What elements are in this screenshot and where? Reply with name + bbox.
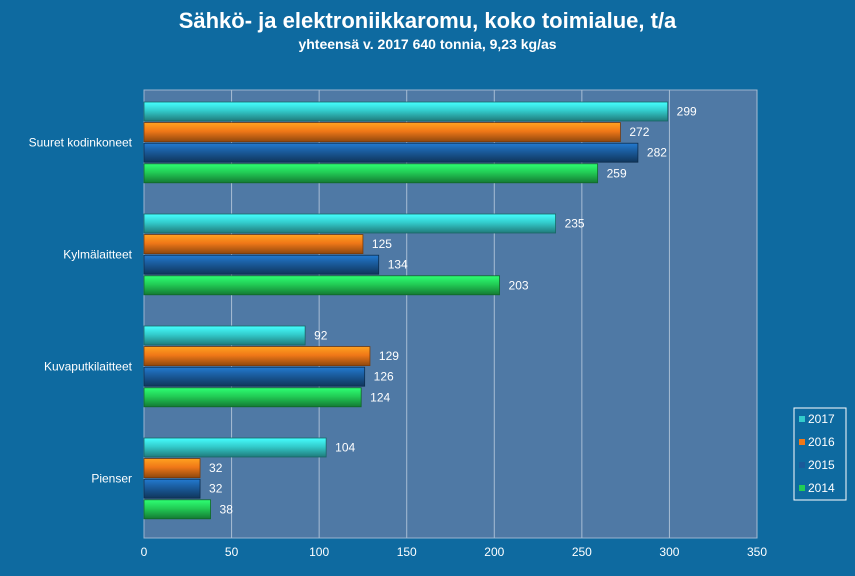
- bar-2015: [143, 366, 366, 387]
- legend: [793, 407, 847, 501]
- x-tick-label: 350: [747, 545, 767, 559]
- data-label: 299: [677, 105, 697, 119]
- data-label: 125: [372, 237, 392, 251]
- data-label: 235: [565, 217, 585, 231]
- legend-entry: 2017: [808, 412, 835, 426]
- data-label: 259: [607, 166, 627, 180]
- data-label: 32: [209, 461, 223, 475]
- bar-2016: [143, 234, 364, 255]
- data-label: 126: [374, 370, 394, 384]
- data-label: 134: [388, 258, 408, 272]
- legend-marker: [799, 485, 805, 491]
- data-label: 282: [647, 146, 667, 160]
- bar-2017: [143, 101, 669, 122]
- legend-entry: 2015: [808, 458, 835, 472]
- x-tick-label: 300: [659, 545, 679, 559]
- category-label: Kylmälaitteet: [63, 247, 132, 261]
- legend-marker: [799, 462, 805, 468]
- x-tick-label: 100: [309, 545, 329, 559]
- x-tick-label: 150: [397, 545, 417, 559]
- data-label: 203: [509, 278, 529, 292]
- chart-title: Sähkö- ja elektroniikkaromu, koko toimia…: [178, 8, 677, 33]
- bar-2014: [143, 163, 599, 184]
- bar-2015: [143, 142, 639, 163]
- chart-subtitle: yhteensä v. 2017 640 tonnia, 9,23 kg/as: [298, 36, 557, 52]
- category-label: Kuvaputkilaitteet: [44, 359, 133, 373]
- legend-marker: [799, 416, 805, 422]
- data-label: 38: [220, 502, 234, 516]
- data-label: 129: [379, 349, 399, 363]
- bar-2016: [143, 458, 201, 479]
- bar-2015: [143, 254, 380, 275]
- bar-2017: [143, 325, 306, 346]
- data-label: 92: [314, 329, 328, 343]
- legend-entry: 2016: [808, 435, 835, 449]
- data-label: 104: [335, 441, 355, 455]
- x-tick-label: 200: [484, 545, 504, 559]
- x-tick-label: 50: [225, 545, 239, 559]
- category-label: Suuret kodinkoneet: [29, 135, 133, 149]
- x-tick-label: 0: [141, 545, 148, 559]
- bar-2014: [143, 275, 500, 296]
- bar-2015: [143, 478, 201, 499]
- category-label: Pienser: [91, 471, 132, 485]
- data-label: 124: [370, 390, 390, 404]
- x-tick-label: 250: [572, 545, 592, 559]
- bar-2014: [143, 387, 362, 408]
- bar-2016: [143, 346, 371, 367]
- bar-2017: [143, 213, 556, 234]
- legend-entry: 2014: [808, 481, 835, 495]
- bar-2017: [143, 437, 327, 458]
- data-label: 272: [629, 125, 649, 139]
- bar-2016: [143, 122, 621, 142]
- legend-marker: [799, 439, 805, 445]
- bar-2014: [143, 499, 211, 520]
- data-label: 32: [209, 482, 223, 496]
